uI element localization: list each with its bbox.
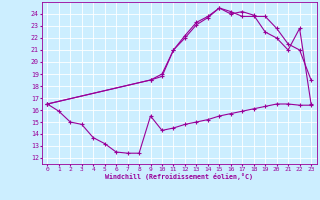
X-axis label: Windchill (Refroidissement éolien,°C): Windchill (Refroidissement éolien,°C) [105,173,253,180]
